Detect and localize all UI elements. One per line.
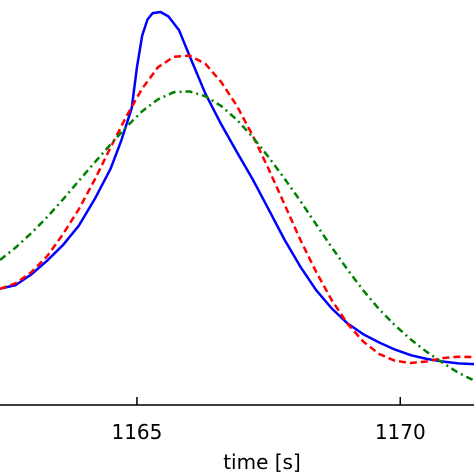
x-tick-label: 1170 [375, 420, 426, 444]
plot-area [0, 10, 474, 382]
x-axis-label: time [s] [223, 450, 301, 474]
x-tick-label: 1165 [111, 420, 162, 444]
x-ticks: 1165 1170 [111, 397, 426, 444]
series-line-1 [0, 10, 474, 366]
series-line-2 [0, 54, 474, 365]
series-layer [0, 10, 474, 382]
